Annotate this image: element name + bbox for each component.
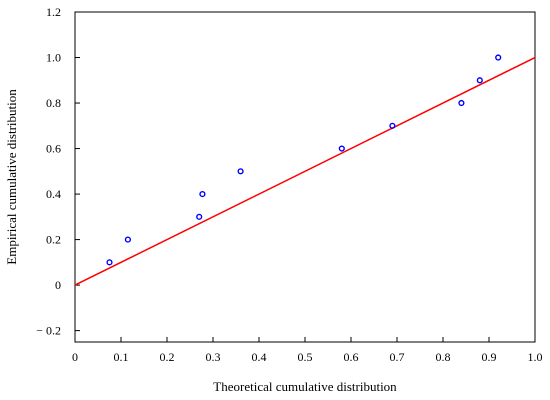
data-point (476, 77, 483, 84)
x-tick-label: 0.2 (160, 350, 175, 364)
x-tick-label: 0.9 (482, 350, 497, 364)
y-tick-label: 0.6 (46, 142, 61, 156)
y-axis-label: Empirical cumulative distribution (4, 89, 19, 265)
y-axis-ticks: − 0.2 0 0.2 0.4 0.6 0.8 1.0 1.2 (36, 5, 80, 338)
x-axis-ticks: 0 0.1 0.2 0.3 0.4 0.5 0.6 0.7 0.8 0.9 1.0 (72, 337, 543, 364)
data-point (389, 122, 396, 129)
y-tick-label: − 0.2 (36, 324, 61, 338)
x-tick-label: 1.0 (528, 350, 543, 364)
data-point (124, 236, 132, 243)
x-tick-label: 0.7 (390, 350, 405, 364)
y-tick-label: 0.2 (46, 233, 61, 247)
data-point (495, 54, 502, 61)
x-tick-label: 0.1 (114, 350, 129, 364)
plot-frame (74, 11, 536, 343)
reference-line (74, 56, 536, 286)
x-axis-label: Theoretical cumulative distribution (213, 379, 397, 394)
x-tick-label: 0 (72, 350, 78, 364)
data-point (458, 99, 465, 107)
y-tick-label: 0 (55, 278, 61, 292)
data-point (196, 213, 203, 220)
series-layer (74, 54, 536, 286)
x-tick-label: 0.4 (252, 350, 267, 364)
data-point (237, 168, 244, 175)
x-tick-label: 0.6 (344, 350, 359, 364)
data-point (338, 145, 345, 152)
data-point (106, 259, 113, 266)
data-point (199, 190, 206, 198)
y-tick-label: 0.4 (46, 187, 61, 201)
y-tick-label: 1.0 (46, 51, 61, 65)
x-tick-label: 0.3 (206, 350, 221, 364)
x-tick-label: 0.5 (298, 350, 313, 364)
y-tick-label: 1.2 (46, 5, 61, 19)
y-tick-label: 0.8 (46, 96, 61, 110)
x-tick-label: 0.8 (436, 350, 451, 364)
